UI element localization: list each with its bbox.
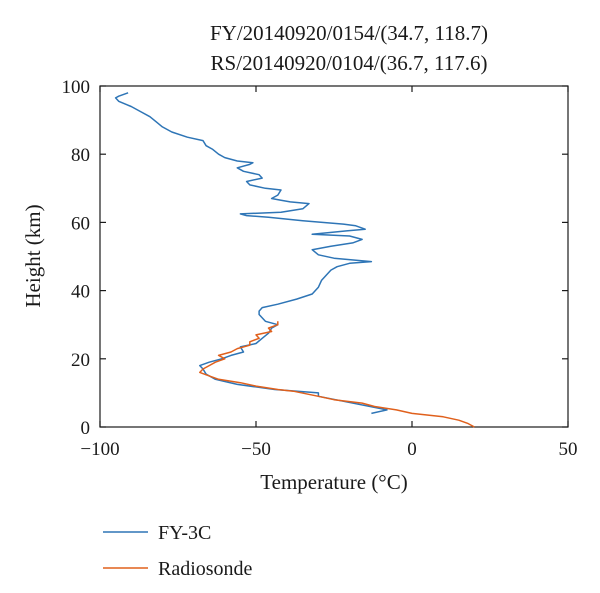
x-tick-label: 50 xyxy=(559,439,578,460)
axis-ticks: −100 −50 0 50 0 20 40 60 80 100 xyxy=(62,77,578,460)
x-tick-label: 0 xyxy=(407,439,417,460)
legend-label-radiosonde: Radiosonde xyxy=(158,558,253,580)
y-axis-label: Height (km) xyxy=(21,204,45,307)
y-tick-label: 20 xyxy=(71,350,90,371)
chart-title: FY/20140920/0154/(34.7, 118.7) xyxy=(210,21,488,45)
y-tick-label: 60 xyxy=(71,213,90,234)
legend-label-fy3c: FY-3C xyxy=(158,522,211,544)
series-lines xyxy=(114,92,475,428)
y-tick-label: 40 xyxy=(71,282,90,303)
chart-subtitle: RS/20140920/0104/(36.7, 117.6) xyxy=(211,51,488,75)
y-tick-label: 80 xyxy=(71,145,90,166)
x-tick-label: −100 xyxy=(80,439,119,460)
x-tick-label: −50 xyxy=(241,439,271,460)
y-tick-label: 0 xyxy=(81,418,91,439)
x-axis-label: Temperature (°C) xyxy=(260,470,407,494)
y-tick-label: 100 xyxy=(62,77,91,98)
legend: FY-3C Radiosonde xyxy=(103,522,253,580)
plot-frame xyxy=(99,85,569,428)
series-line-fy-3c xyxy=(114,92,388,415)
series-line-radiosonde xyxy=(199,321,475,428)
